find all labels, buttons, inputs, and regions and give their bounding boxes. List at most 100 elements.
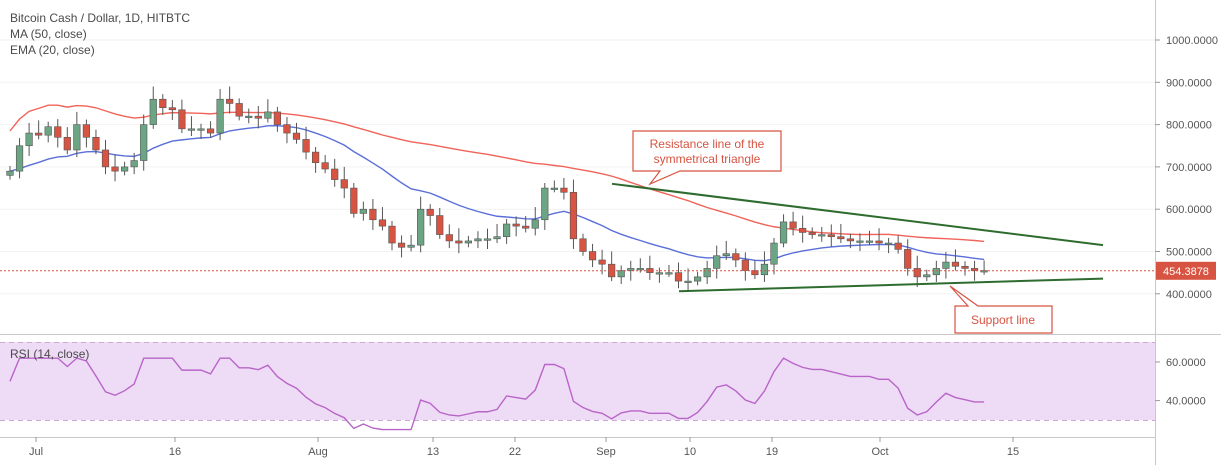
- candle-body: [970, 268, 979, 271]
- candle-body: [894, 242, 902, 250]
- time-tick-label: 10: [684, 446, 696, 458]
- price-tick-label: 500.0000: [1166, 247, 1212, 259]
- candle-body: [923, 274, 931, 278]
- candle-body: [703, 268, 711, 278]
- candle-body: [206, 128, 215, 134]
- price-tick-label: 800.0000: [1166, 120, 1212, 132]
- candle-body: [636, 268, 644, 271]
- candle-body: [168, 107, 176, 111]
- resistance-callout-text: symmetrical triangle: [654, 152, 761, 166]
- candle-body: [808, 232, 816, 235]
- candle-body: [713, 255, 721, 269]
- rsi-tick-label: 60.0000: [1166, 357, 1206, 369]
- candle-body: [331, 168, 339, 180]
- candle-body: [445, 234, 453, 242]
- candle-body: [121, 166, 129, 172]
- candle-body: [226, 98, 234, 104]
- candle-body: [913, 268, 921, 278]
- candle-body: [961, 266, 969, 269]
- candle-body: [865, 240, 874, 243]
- candle-body: [942, 261, 950, 269]
- candle-body: [369, 208, 377, 221]
- candle-body: [464, 240, 473, 244]
- time-tick-label: 16: [169, 446, 181, 458]
- candle-body: [617, 270, 625, 278]
- candle-body: [569, 191, 578, 240]
- candle-body: [846, 238, 854, 242]
- candle-body: [522, 225, 530, 229]
- candle-body: [579, 238, 587, 252]
- candle-body: [799, 227, 807, 233]
- candle-body: [436, 215, 444, 235]
- time-axis: Jul 16 Aug 13 22 Sep 10 19 Oct 15: [29, 437, 1019, 458]
- ma-legend: MA (50, close): [10, 27, 87, 41]
- candle-body: [44, 126, 52, 136]
- candle-body: [598, 259, 606, 265]
- candle-body: [197, 128, 205, 131]
- candle-body: [283, 124, 291, 134]
- candle-body: [149, 98, 157, 125]
- candle-body: [550, 187, 558, 190]
- candle-body: [426, 208, 434, 216]
- support-callout-text: Support line: [971, 313, 1035, 327]
- candle-body: [292, 132, 301, 140]
- price-axis: 1000.0000 900.0000 800.0000 700.0000 600.000…: [1155, 35, 1218, 301]
- candle-body: [92, 136, 100, 151]
- price-tick-label: 900.0000: [1166, 77, 1212, 89]
- candle-body: [827, 234, 835, 237]
- candle-body: [130, 160, 138, 168]
- price-tick-label: 600.0000: [1166, 204, 1212, 216]
- candle-body: [732, 253, 740, 261]
- candle-body: [541, 187, 549, 221]
- resistance-callout-text: Resistance line of the: [650, 137, 765, 151]
- time-tick-label: Sep: [596, 446, 616, 458]
- candle-body: [101, 149, 110, 168]
- chart-title: Bitcoin Cash / Dollar, 1D, HITBTC: [10, 11, 191, 25]
- candle-body: [856, 240, 864, 243]
- price-tick-label: 400.0000: [1166, 289, 1212, 301]
- candle-body: [684, 280, 692, 283]
- time-tick-label: Oct: [871, 446, 888, 458]
- candle-body: [254, 115, 262, 119]
- last-price-text: 454.3878: [1163, 266, 1209, 278]
- candle-body: [560, 187, 568, 193]
- rsi-legend: RSI (14, close): [10, 347, 90, 361]
- candle-body: [904, 249, 912, 269]
- candle-body: [655, 272, 663, 275]
- support-callout: [949, 285, 1053, 334]
- time-tick-label: 22: [509, 446, 521, 458]
- candle-body: [474, 238, 482, 242]
- candle-body: [235, 103, 243, 117]
- candle-body: [311, 151, 320, 163]
- candle-body: [216, 98, 224, 134]
- candle-body: [417, 208, 425, 246]
- candle-body: [25, 132, 33, 147]
- ema-legend: EMA (20, close): [10, 43, 95, 57]
- candle-body: [73, 124, 81, 151]
- candle-body: [359, 208, 367, 214]
- rsi-series: [9, 357, 985, 431]
- candle-body: [818, 234, 826, 237]
- candle-body: [388, 225, 396, 244]
- candle-body: [932, 268, 940, 276]
- candle-body: [321, 162, 329, 170]
- candle-body: [951, 261, 960, 267]
- support-line: [678, 277, 1104, 293]
- ema20-line: [9, 124, 985, 262]
- candle-body: [397, 242, 406, 248]
- price-gridlines: [0, 39, 1155, 295]
- candle-body: [674, 272, 683, 282]
- candle-body: [378, 219, 387, 227]
- candle-body: [187, 128, 196, 131]
- price-tick-label: 700.0000: [1166, 162, 1212, 174]
- candle-body: [693, 276, 702, 282]
- candle-body: [760, 263, 769, 276]
- candle-body: [178, 109, 186, 130]
- time-tick-label: 19: [766, 446, 778, 458]
- candle-body: [627, 268, 635, 271]
- candle-body: [875, 240, 883, 244]
- resistance-line: [611, 182, 1104, 247]
- trendlines: [611, 182, 1104, 293]
- last-price-box: [1156, 261, 1216, 280]
